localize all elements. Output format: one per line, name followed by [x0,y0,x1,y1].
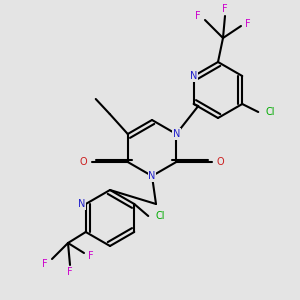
Text: F: F [88,251,94,261]
Text: Cl: Cl [266,107,275,117]
Text: O: O [80,157,88,167]
Text: N: N [148,171,156,181]
Text: N: N [190,71,197,81]
Text: F: F [245,19,251,29]
Text: F: F [222,4,228,14]
Text: F: F [42,259,48,269]
Text: N: N [172,129,180,139]
Text: N: N [78,199,85,209]
Text: F: F [195,11,201,21]
Text: Cl: Cl [155,211,165,221]
Text: O: O [216,157,224,167]
Text: F: F [67,267,73,277]
